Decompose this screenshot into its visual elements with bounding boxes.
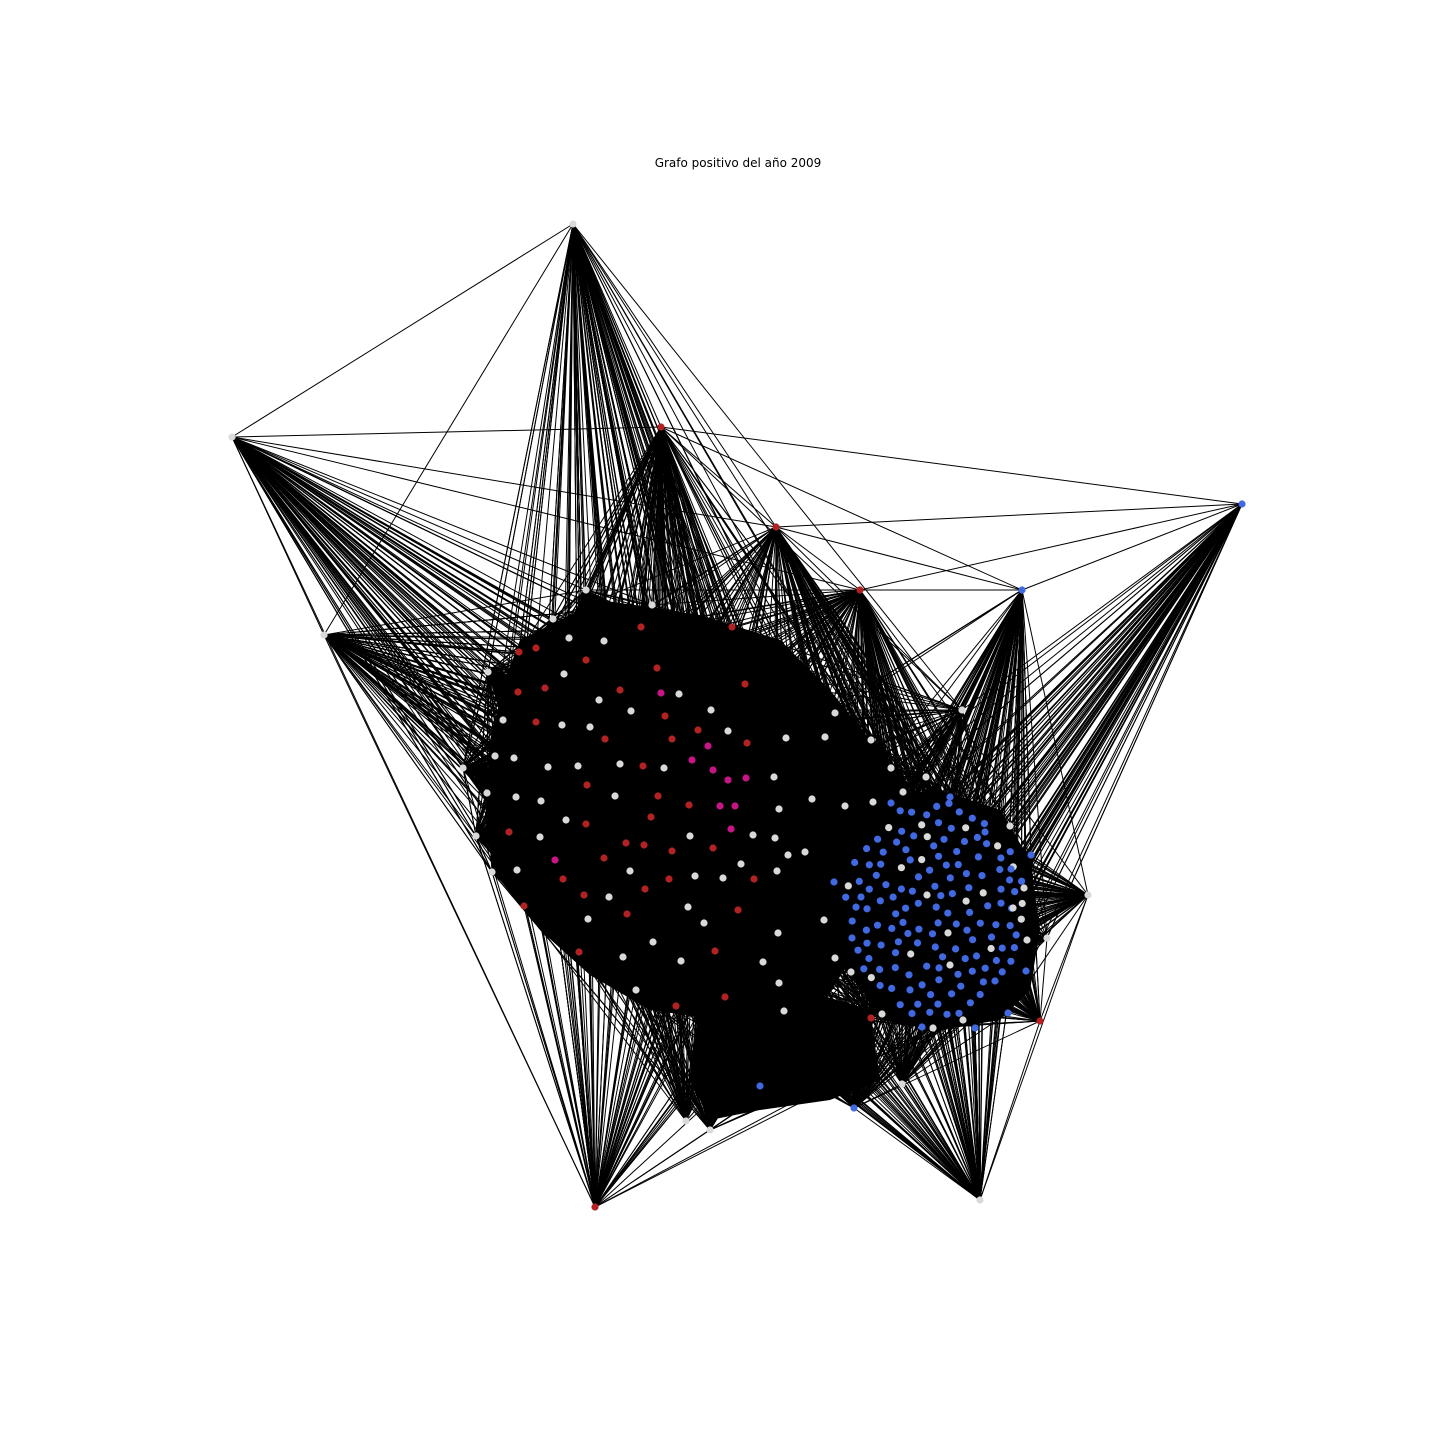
graph-edge	[535, 426, 662, 649]
graph-edge	[834, 589, 1023, 714]
graph-edge	[552, 223, 574, 620]
graph-edge	[462, 223, 574, 769]
graph-edge	[572, 223, 963, 711]
graph-edge	[231, 436, 525, 907]
graph-edge	[231, 436, 642, 628]
graph-edge	[516, 869, 596, 1208]
graph-edge	[231, 436, 653, 606]
graph-edge	[990, 503, 1243, 949]
graph-edge	[1030, 503, 1243, 856]
graph-edge	[651, 526, 777, 606]
graph-edge	[572, 223, 927, 778]
graph-edge	[890, 589, 1023, 804]
graph-edge	[231, 436, 496, 757]
graph-edge	[585, 426, 662, 591]
graph-edge	[651, 589, 861, 606]
graph-edge	[535, 223, 574, 649]
graph-edge	[859, 589, 901, 811]
graph-edge	[231, 436, 587, 591]
graph-edge	[731, 589, 861, 628]
graph-edge	[568, 223, 574, 639]
graph-edge	[323, 589, 587, 636]
graph-edge	[926, 589, 1023, 815]
graph-edge	[1007, 503, 1243, 1014]
graph-edge	[1026, 503, 1243, 941]
graph-edge	[491, 871, 596, 1208]
graph-edge	[544, 223, 574, 689]
graph-edge	[949, 589, 1023, 798]
graph-edge	[518, 223, 574, 653]
graph-edge	[323, 634, 520, 653]
graph-edge	[1039, 937, 1048, 1022]
graph-edge	[1000, 503, 1243, 859]
graph-title: Grafo positivo del año 2009	[655, 156, 822, 170]
graph-edge	[475, 835, 596, 1208]
graph-edge	[563, 223, 574, 675]
graph-edge	[1010, 589, 1023, 870]
graph-edge	[1009, 589, 1023, 827]
graph-edge	[1021, 589, 1032, 856]
graph-edge	[517, 223, 574, 693]
graph-edge	[1046, 503, 1243, 939]
graph-edge	[640, 426, 662, 628]
graph-edge	[958, 503, 1243, 813]
graph-edge	[834, 589, 861, 714]
graph-edge	[323, 634, 493, 873]
graph-edge	[995, 503, 1243, 925]
graph-edge	[323, 634, 537, 649]
graph-edge	[594, 989, 637, 1208]
